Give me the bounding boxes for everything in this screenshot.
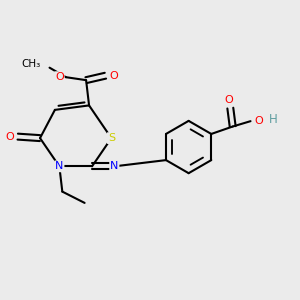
Text: N: N bbox=[110, 161, 118, 171]
Text: S: S bbox=[108, 133, 115, 143]
Text: CH₃: CH₃ bbox=[21, 59, 40, 69]
Text: O: O bbox=[110, 71, 118, 81]
Text: O: O bbox=[254, 116, 263, 126]
Text: N: N bbox=[55, 161, 64, 171]
Text: O: O bbox=[55, 72, 64, 82]
Text: H: H bbox=[269, 113, 278, 126]
Text: O: O bbox=[224, 95, 233, 105]
Text: O: O bbox=[5, 132, 14, 142]
